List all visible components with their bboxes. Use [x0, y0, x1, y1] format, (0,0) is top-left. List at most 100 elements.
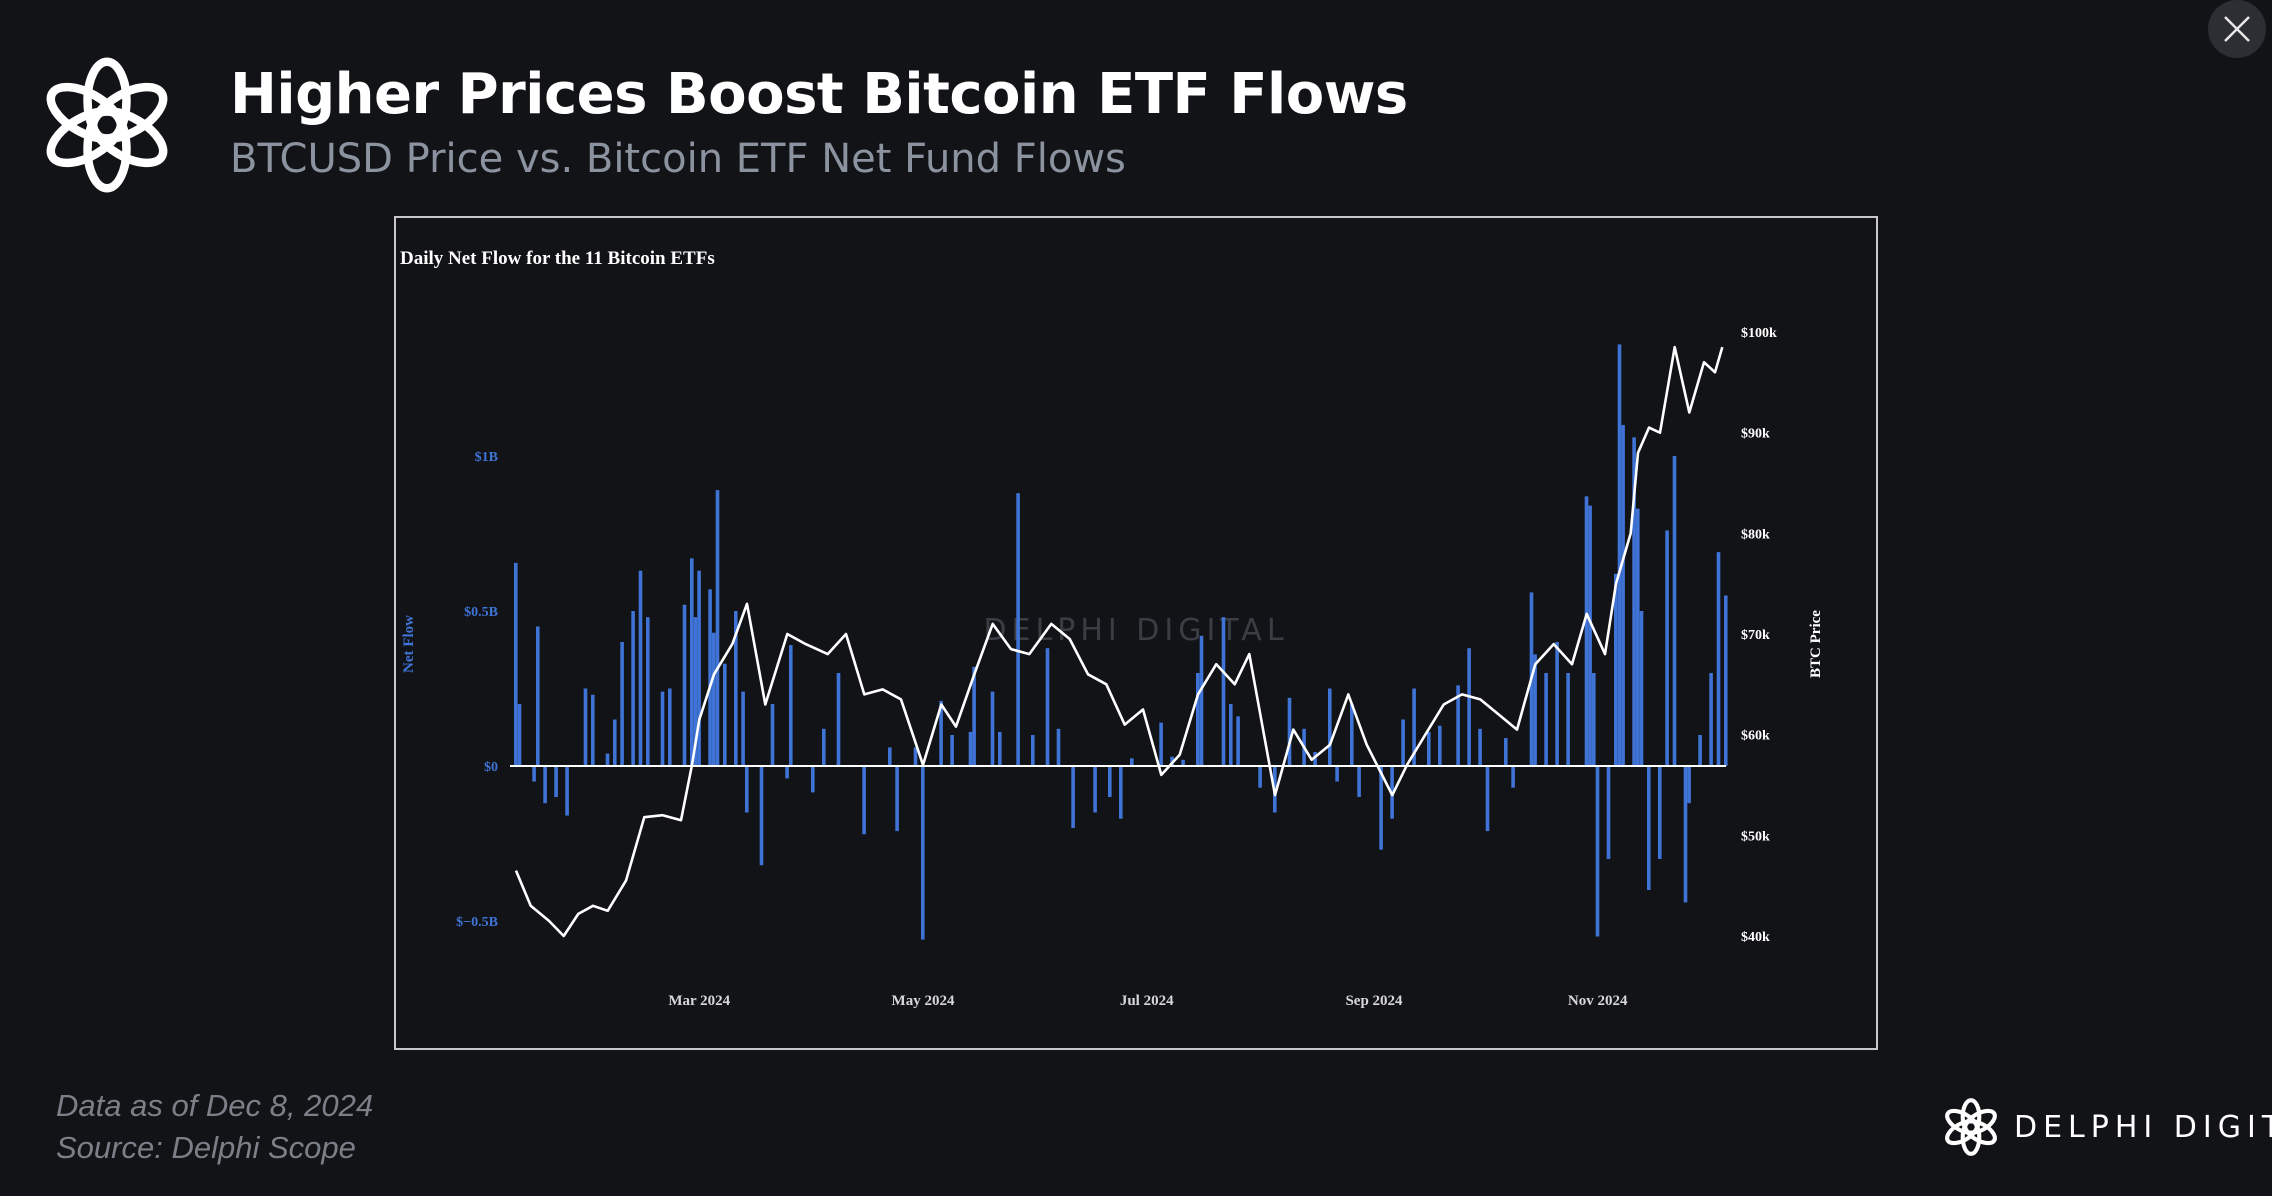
net-flow-bar	[1636, 508, 1640, 766]
net-flow-bar	[998, 731, 1002, 766]
net-flow-bar	[1379, 766, 1383, 850]
net-flow-bar	[1606, 766, 1611, 859]
net-flow-chart: DELPHI DIGITAL Daily Net Flow for the 11…	[400, 248, 1824, 1009]
net-flow-bar	[968, 731, 973, 766]
net-flow-bar	[990, 691, 995, 766]
net-flow-bar	[712, 632, 716, 766]
net-flow-bar	[1438, 725, 1442, 766]
net-flow-bar	[1566, 673, 1570, 766]
y-tick-label: $0	[484, 760, 498, 775]
net-flow-bar	[745, 766, 749, 813]
net-flow-bar	[1555, 642, 1559, 766]
chart-title: Daily Net Flow for the 11 Bitcoin ETFs	[400, 248, 715, 269]
net-flow-bar	[1672, 456, 1677, 766]
net-flow-bar	[1533, 654, 1537, 766]
net-flow-bar	[1328, 688, 1332, 766]
x-tick-label: Nov 2024	[1568, 993, 1628, 1009]
net-flow-bar	[1258, 766, 1262, 788]
net-flow-bar	[1716, 552, 1721, 766]
net-flow-bar	[536, 626, 540, 766]
net-flow-bar	[1313, 752, 1317, 766]
net-flow-bar	[1181, 759, 1185, 766]
net-flow-bar	[785, 766, 789, 779]
net-flow-bar	[693, 617, 698, 766]
net-flow-bar	[514, 562, 518, 766]
source-note: Source: Delphi Scope	[56, 1130, 356, 1165]
chart-panel: DELPHI DIGITAL Daily Net Flow for the 11…	[394, 216, 1878, 1050]
brand-name: DELPHI DIGITAL	[2014, 1110, 2272, 1145]
net-flow-bar	[1159, 722, 1163, 766]
y2-tick-label: $80k	[1741, 527, 1770, 542]
net-flow-bar	[888, 747, 892, 766]
net-flow-bar	[950, 735, 954, 766]
net-flow-bar	[565, 766, 569, 816]
close-icon	[2224, 16, 2250, 42]
net-flow-bar	[1544, 673, 1548, 766]
net-flow-bar	[543, 766, 547, 804]
net-flow-bar	[1478, 728, 1482, 766]
net-flow-bar	[1456, 685, 1460, 766]
net-flow-bar	[613, 719, 617, 766]
net-flow-bar	[862, 766, 866, 835]
net-flow-bar	[1130, 758, 1134, 767]
net-flow-bar	[1595, 766, 1600, 937]
y-axis-title: Net Flow	[401, 615, 417, 673]
net-flow-bar	[682, 604, 687, 766]
x-tick-label: Jul 2024	[1120, 993, 1174, 1009]
net-flow-bar	[1467, 648, 1471, 766]
net-flow-bar	[1632, 437, 1636, 766]
net-flow-bar	[1614, 573, 1618, 766]
net-flow-bar	[1196, 673, 1200, 766]
y2-tick-label: $60k	[1741, 729, 1770, 744]
y2-tick-label: $90k	[1741, 427, 1770, 442]
y2-tick-label: $70k	[1741, 628, 1770, 643]
net-flow-bar	[1427, 731, 1431, 766]
watermark-text: DELPHI DIGITAL	[983, 613, 1288, 648]
btc-price-line	[514, 345, 1724, 938]
net-flow-bar	[1647, 766, 1651, 890]
net-flow-bar	[1511, 766, 1515, 788]
page-title: Higher Prices Boost Bitcoin ETF Flows	[230, 62, 1408, 127]
y2-tick-label: $40k	[1741, 930, 1770, 945]
net-flow-bar	[1683, 766, 1688, 903]
net-flow-bar	[1687, 766, 1691, 804]
y-tick-label: $0.5B	[464, 605, 498, 620]
net-flow-bar	[583, 688, 588, 766]
net-flow-bar	[1221, 617, 1226, 766]
net-flow-bar	[939, 700, 943, 766]
net-flow-bar	[759, 766, 764, 866]
net-flow-bar	[1412, 688, 1416, 766]
net-flow-bar	[789, 645, 793, 766]
chart-labels: Daily Net Flow for the 11 Bitcoin ETFs $1…	[400, 248, 1824, 1009]
net-flow-bar	[605, 753, 610, 766]
net-flow-bar	[895, 766, 899, 832]
net-flow-bar	[1016, 493, 1020, 766]
close-button[interactable]	[2208, 0, 2266, 58]
net-flow-bar	[921, 766, 925, 940]
net-flow-bar	[517, 704, 522, 766]
brand-logo: DELPHI DIGITAL	[1940, 1096, 2272, 1158]
net-flow-bar	[1031, 735, 1035, 766]
net-flow-bar	[1709, 673, 1713, 766]
net-flow-bar	[723, 663, 727, 766]
net-flow-bar	[620, 642, 624, 766]
net-flow-bar	[708, 589, 712, 766]
net-flow-bar	[1504, 738, 1508, 766]
net-flow-bar	[1485, 766, 1490, 832]
net-flow-bar	[1665, 530, 1669, 766]
net-flow-bar	[734, 611, 738, 766]
net-flow-bar	[1108, 766, 1112, 797]
net-flow-bar	[1335, 766, 1339, 782]
net-flow-bar	[1357, 766, 1361, 797]
net-flow-bar	[1093, 766, 1097, 813]
net-flow-bar	[1588, 505, 1592, 766]
net-flow-bar	[1056, 728, 1061, 766]
net-flow-bar	[660, 691, 665, 766]
y-tick-label: $1B	[475, 450, 498, 465]
net-flow-bar	[1592, 673, 1596, 766]
y-tick-label: $−0.5B	[456, 915, 498, 930]
net-flow-bar	[690, 558, 694, 766]
page-subtitle: BTCUSD Price vs. Bitcoin ETF Net Fund Fl…	[230, 136, 1126, 182]
net-flow-bar	[1584, 496, 1589, 766]
x-tick-label: Mar 2024	[668, 993, 730, 1009]
